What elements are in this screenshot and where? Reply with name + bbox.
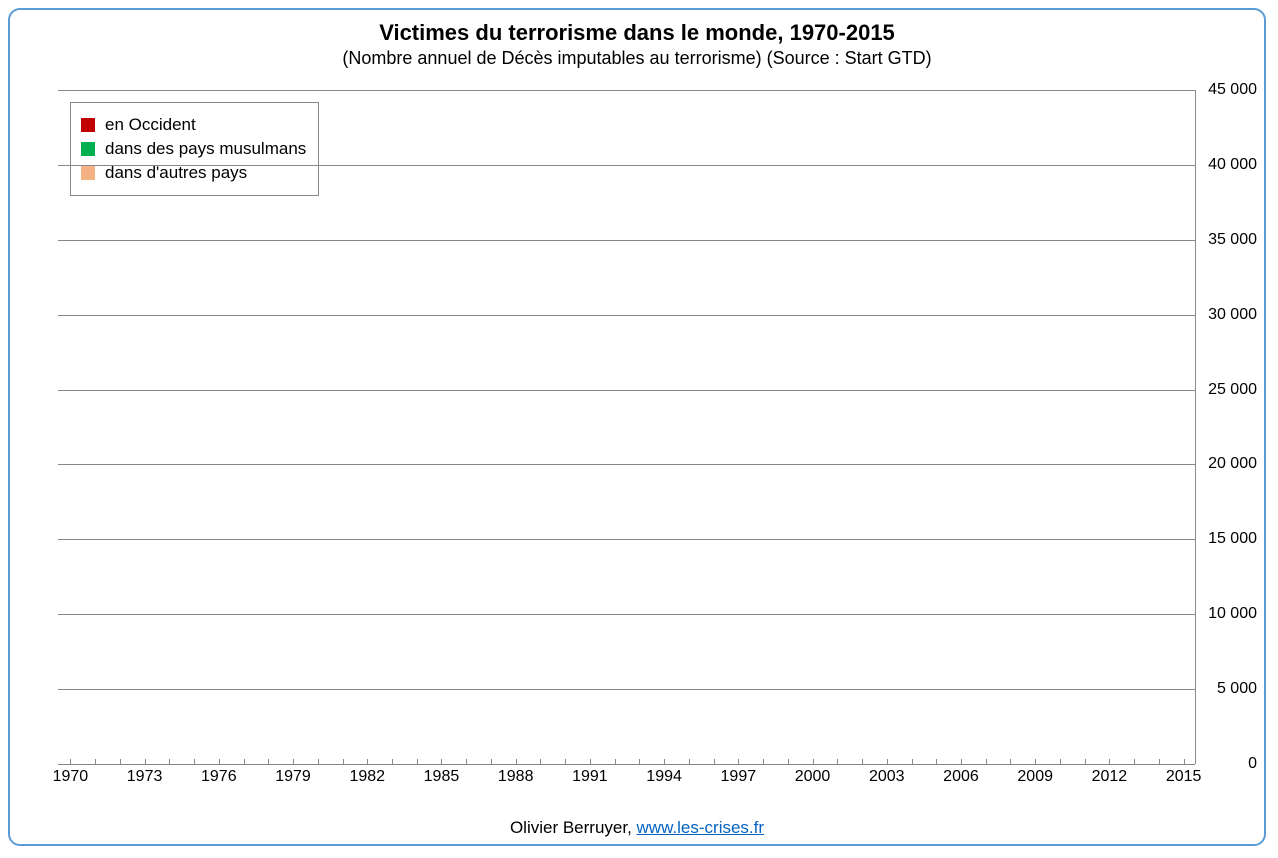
x-tick: [169, 759, 170, 764]
x-tick: [194, 759, 195, 764]
x-tick: [862, 759, 863, 764]
x-tick-label: 1997: [721, 768, 757, 786]
y-tick-label: 40 000: [1201, 156, 1257, 174]
gridline: [58, 165, 1195, 166]
x-tick: [392, 759, 393, 764]
y-tick-label: 35 000: [1201, 231, 1257, 249]
x-tick: [1085, 759, 1086, 764]
x-tick: [639, 759, 640, 764]
x-tick: [986, 759, 987, 764]
chart-subtitle: (Nombre annuel de Décès imputables au te…: [10, 48, 1264, 69]
x-tick-label: 1982: [349, 768, 385, 786]
credit-author: Olivier Berruyer,: [510, 818, 637, 837]
credit-link[interactable]: www.les-crises.fr: [637, 818, 765, 837]
x-tick: [1060, 759, 1061, 764]
x-tick: [615, 759, 616, 764]
gridline: [58, 689, 1195, 690]
y-tick-label: 0: [1201, 755, 1257, 773]
chart-area: en Occidentdans des pays musulmansdans d…: [58, 90, 1196, 786]
x-tick: [293, 759, 294, 764]
x-tick: [1010, 759, 1011, 764]
credit-line: Olivier Berruyer, www.les-crises.fr: [10, 818, 1264, 838]
gridline: [58, 464, 1195, 465]
x-tick: [1159, 759, 1160, 764]
x-tick-label: 2003: [869, 768, 905, 786]
x-tick: [813, 759, 814, 764]
x-tick: [936, 759, 937, 764]
x-tick-label: 1979: [275, 768, 311, 786]
y-tick-label: 10 000: [1201, 605, 1257, 623]
bars-container: [58, 90, 1195, 764]
x-tick: [788, 759, 789, 764]
x-tick-label: 2000: [795, 768, 831, 786]
x-tick: [1035, 759, 1036, 764]
x-tick: [738, 759, 739, 764]
x-tick: [491, 759, 492, 764]
chart-frame: Victimes du terrorisme dans le monde, 19…: [8, 8, 1266, 846]
x-tick: [367, 759, 368, 764]
x-tick: [1134, 759, 1135, 764]
x-tick-label: 1976: [201, 768, 237, 786]
gridline: [58, 240, 1195, 241]
y-tick-label: 30 000: [1201, 306, 1257, 324]
x-tick: [516, 759, 517, 764]
x-tick: [268, 759, 269, 764]
x-tick: [689, 759, 690, 764]
x-tick: [1109, 759, 1110, 764]
x-axis: 1970197319761979198219851988199119941997…: [58, 764, 1196, 786]
x-tick-label: 2006: [943, 768, 979, 786]
x-tick: [145, 759, 146, 764]
gridline: [58, 90, 1195, 91]
x-tick: [540, 759, 541, 764]
x-tick-label: 2009: [1017, 768, 1053, 786]
x-tick-label: 1970: [53, 768, 89, 786]
y-tick-label: 15 000: [1201, 530, 1257, 548]
y-tick-label: 45 000: [1201, 81, 1257, 99]
gridline: [58, 614, 1195, 615]
y-tick-label: 20 000: [1201, 455, 1257, 473]
x-tick: [343, 759, 344, 764]
x-tick: [714, 759, 715, 764]
x-tick-label: 1985: [424, 768, 460, 786]
x-tick: [590, 759, 591, 764]
x-tick-label: 1988: [498, 768, 534, 786]
x-tick-label: 1973: [127, 768, 163, 786]
x-tick-label: 1994: [646, 768, 682, 786]
x-tick: [912, 759, 913, 764]
x-tick: [318, 759, 319, 764]
x-tick: [466, 759, 467, 764]
x-tick: [120, 759, 121, 764]
x-tick-label: 2012: [1092, 768, 1128, 786]
x-tick: [70, 759, 71, 764]
x-tick: [417, 759, 418, 764]
gridline: [58, 539, 1195, 540]
x-tick: [887, 759, 888, 764]
x-tick: [961, 759, 962, 764]
chart-title: Victimes du terrorisme dans le monde, 19…: [10, 20, 1264, 46]
gridline: [58, 390, 1195, 391]
plot-area: en Occidentdans des pays musulmansdans d…: [58, 90, 1196, 764]
x-tick: [441, 759, 442, 764]
x-tick-label: 1991: [572, 768, 608, 786]
x-tick: [95, 759, 96, 764]
x-tick: [837, 759, 838, 764]
x-tick: [565, 759, 566, 764]
x-tick: [1184, 759, 1185, 764]
y-tick-label: 25 000: [1201, 381, 1257, 399]
x-tick: [763, 759, 764, 764]
x-tick: [219, 759, 220, 764]
gridline: [58, 315, 1195, 316]
x-tick: [664, 759, 665, 764]
x-tick: [244, 759, 245, 764]
y-tick-label: 5 000: [1201, 680, 1257, 698]
x-tick-label: 2015: [1166, 768, 1202, 786]
